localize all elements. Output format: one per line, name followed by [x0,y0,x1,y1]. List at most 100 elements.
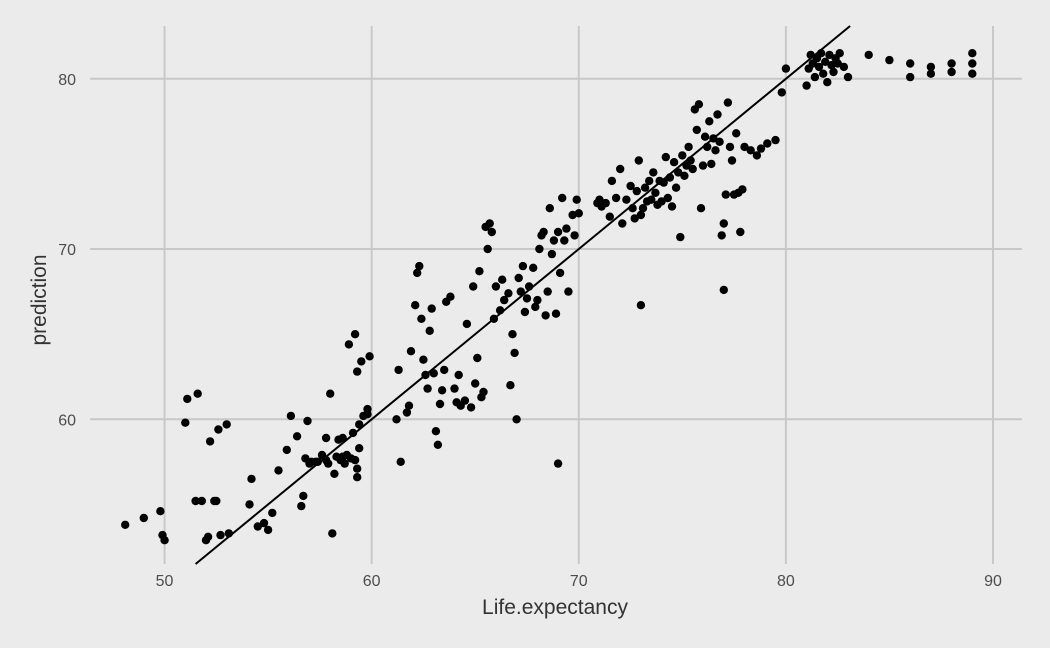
data-point [423,384,432,393]
data-point [649,168,658,177]
data-point [440,365,449,375]
data-point [740,142,749,152]
data-point [286,411,296,421]
data-point [746,146,755,155]
data-point [564,287,573,296]
data-point [344,340,354,349]
data-point [661,152,670,162]
data-point [473,353,482,363]
data-point [514,273,523,283]
data-point [348,428,358,438]
data-point [906,72,915,82]
data-point [191,496,200,506]
data-point [634,156,643,165]
data-point [216,530,225,540]
data-point [160,536,169,545]
data-point [222,420,231,429]
y-axis-title: prediction [28,254,51,345]
data-point [947,59,956,68]
data-point [694,100,704,109]
data-point [394,365,403,375]
reference-line-group [194,25,851,565]
data-point [205,437,215,446]
data-point [551,309,561,318]
y-tick-label: 60 [58,412,76,429]
data-point [616,164,625,174]
grid-lines [90,26,1022,564]
data-point [539,227,548,237]
data-point [425,326,434,335]
data-point [263,525,273,535]
data-point [736,227,745,237]
data-point [572,195,581,204]
data-point [814,62,824,72]
data-point [553,227,563,237]
data-point [684,142,693,152]
x-tick-label: 70 [570,573,588,590]
data-point [253,522,262,531]
data-point [732,129,741,138]
data-point [645,176,654,186]
data-point [819,69,828,78]
data-point [212,496,221,506]
data-point [713,110,722,119]
data-point [504,289,513,298]
data-point [500,295,509,305]
data-point [640,183,650,192]
data-point [508,330,517,339]
data-point [324,459,333,468]
data-point [626,181,635,191]
data-point [353,473,362,482]
data-point [471,379,480,388]
data-points [121,49,977,545]
data-point [543,287,552,296]
data-point [707,159,716,169]
data-point [636,301,646,310]
data-point [292,432,302,441]
data-point [968,49,977,58]
data-point [475,267,484,276]
data-point [560,236,569,245]
data-point [835,49,844,58]
data-point [756,144,766,153]
data-point [469,282,478,291]
data-point [529,263,538,272]
data-point [663,193,672,203]
x-tick-label: 60 [363,573,381,590]
data-point [545,204,554,213]
data-point [214,425,223,434]
data-point [968,59,977,68]
data-point [638,204,648,213]
data-point [657,197,666,206]
data-point [721,190,730,199]
data-point [413,268,422,278]
data-point [771,135,780,145]
data-point [183,394,192,404]
data-point [363,410,372,419]
data-point [330,469,339,478]
data-point [321,433,331,443]
data-point [479,387,488,397]
data-point [533,295,542,305]
data-point [823,78,832,87]
data-point [353,367,362,376]
data-point [417,314,426,323]
data-point [802,81,811,90]
y-tick-label: 70 [58,242,76,259]
data-point [357,357,366,366]
data-point [667,202,677,211]
data-point [727,156,737,165]
data-point [715,137,724,146]
data-point [274,466,283,475]
data-point [711,146,720,155]
data-point [738,185,747,194]
data-point [415,261,424,271]
data-point [906,59,915,68]
data-point [607,176,617,186]
data-point [313,457,322,466]
data-point [630,214,639,223]
data-point [636,210,646,220]
data-point [671,183,681,192]
data-point [404,401,414,410]
reference-line [194,25,851,565]
